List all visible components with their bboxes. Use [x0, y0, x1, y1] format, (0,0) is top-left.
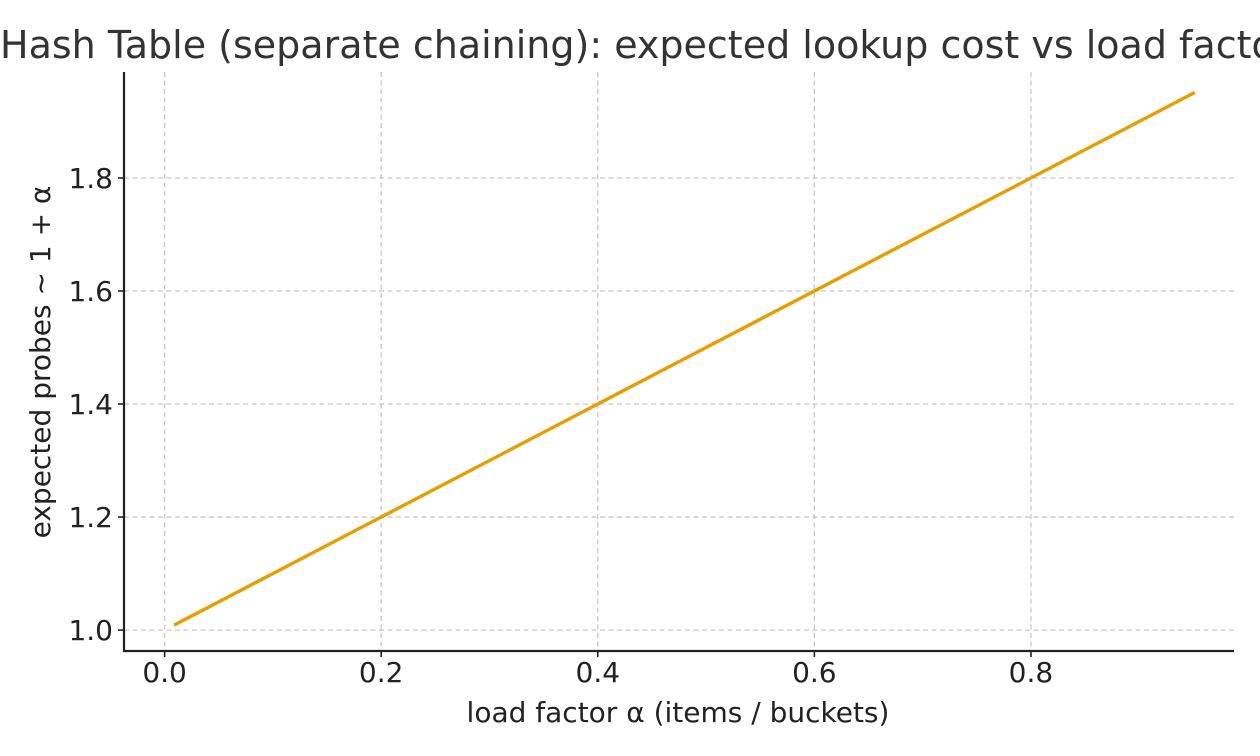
- y-tick-label: 1.2: [68, 501, 113, 534]
- x-tick-label: 0.6: [792, 656, 837, 689]
- plot-series: [173, 90, 1196, 627]
- y-tick-label: 1.8: [68, 162, 113, 195]
- x-axis-label: load factor α (items / buckets): [467, 696, 890, 729]
- x-tick-label: 0.8: [1009, 656, 1054, 689]
- y-axis-label: expected probes ~ 1 + α: [24, 186, 57, 539]
- y-tick-label: 1.4: [68, 388, 113, 421]
- y-tick-label: 1.6: [68, 275, 113, 308]
- chart-title: Hash Table (separate chaining): expected…: [0, 23, 1260, 67]
- axes: [122, 72, 1234, 653]
- x-tick-label: 0.4: [576, 656, 621, 689]
- grid: [124, 72, 1234, 651]
- series-line: [173, 90, 1196, 627]
- y-tick-label: 1.0: [68, 614, 113, 647]
- x-tick-label: 0.2: [359, 656, 404, 689]
- ticks: 0.0 0.2 0.4 0.6 0.8 1.0 1.2 1.4 1.6 1.8: [68, 162, 1053, 689]
- x-tick-label: 0.0: [142, 656, 187, 689]
